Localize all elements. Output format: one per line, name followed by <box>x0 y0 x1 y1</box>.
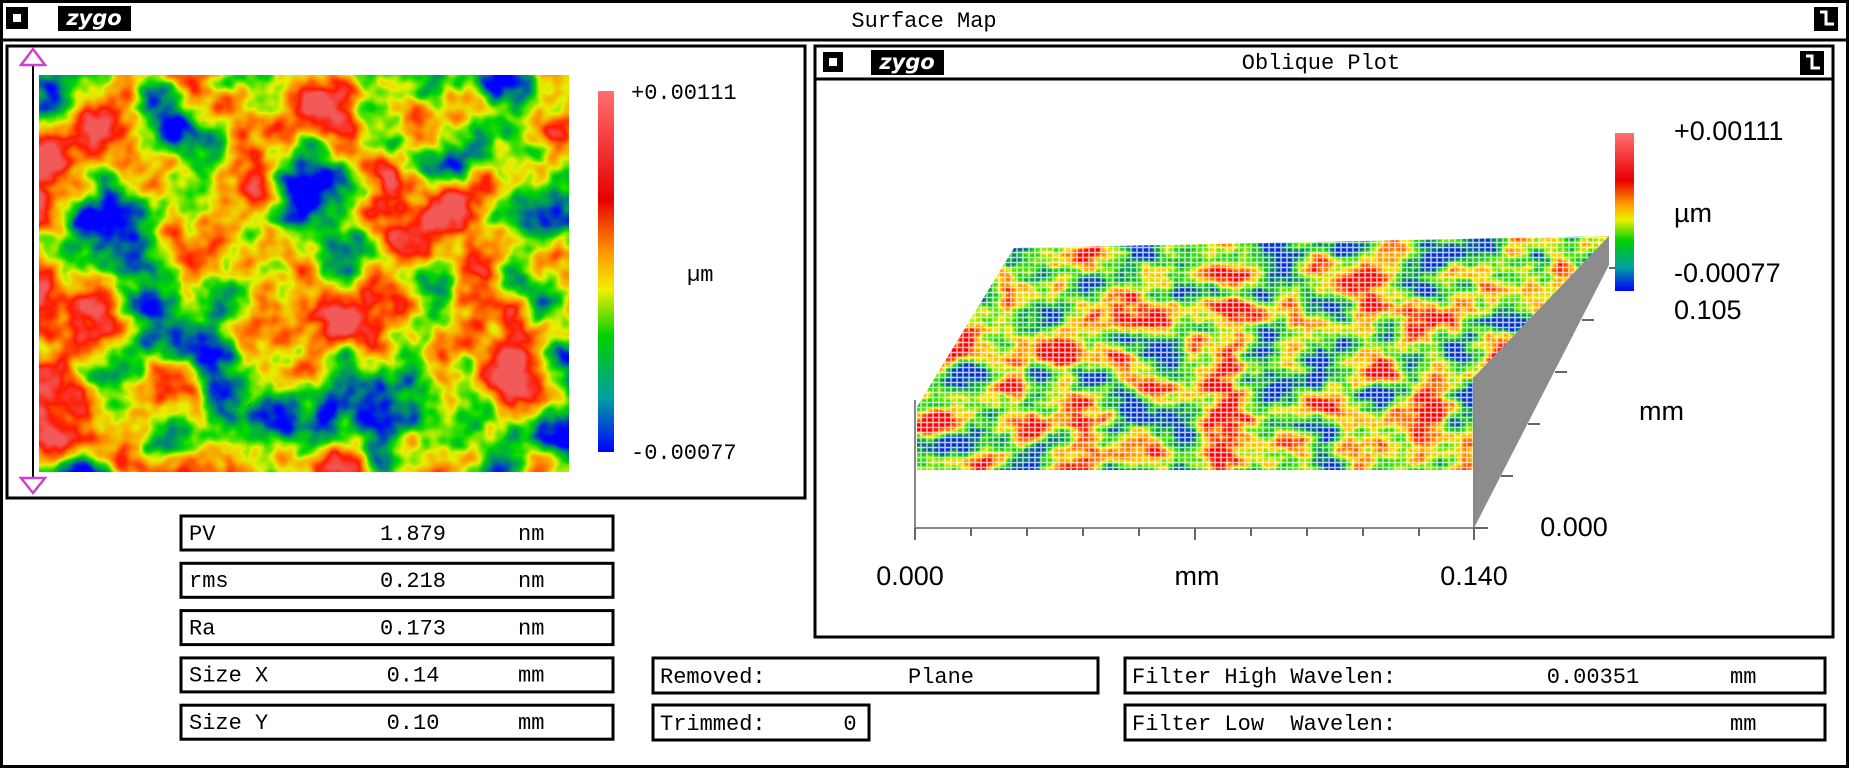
scale-max: +0.00111 <box>631 81 737 106</box>
result-unit: nm <box>518 616 544 641</box>
slider-top[interactable] <box>18 46 48 67</box>
trimmed-box <box>651 703 871 742</box>
y-axis-max: 0.105 <box>1674 295 1742 325</box>
panel-title: Oblique Plot <box>1242 51 1400 76</box>
result-value: 0.10 <box>387 711 440 736</box>
y-axis-unit: mm <box>1639 396 1684 426</box>
result-box <box>179 609 615 647</box>
result-box <box>179 703 615 741</box>
scale-unit: µm <box>687 263 713 288</box>
filter-label: Filter Low Wavelen: <box>1132 712 1396 737</box>
result-box <box>179 656 615 694</box>
trimmed-label: Trimmed: <box>660 712 766 737</box>
result-value: 1.879 <box>380 522 446 547</box>
oblique-color-bar <box>1615 133 1634 291</box>
filter-unit: mm <box>1730 712 1756 737</box>
x-ticks <box>914 528 1475 540</box>
result-unit: nm <box>518 522 544 547</box>
result-label: Size X <box>189 664 268 689</box>
oblique-scale-min: -0.00077 <box>1674 258 1781 288</box>
slider-bottom[interactable] <box>18 476 48 496</box>
panel-close-icon <box>829 58 837 66</box>
logo: zygo <box>65 6 121 30</box>
filter-value: 0.00351 <box>1547 665 1639 690</box>
filter-box <box>1123 703 1827 742</box>
logo-box <box>58 6 131 31</box>
result-fields: PV 1.879 nm rms 0.218 nm Ra 0.173 nm Size X 0.14 mm… <box>179 514 1827 742</box>
filter-unit: mm <box>1730 665 1756 690</box>
oblique-scale-max: +0.00111 <box>1674 116 1783 146</box>
trimmed-value: 0 <box>843 712 856 737</box>
result-value: 0.173 <box>380 616 446 641</box>
result-unit: nm <box>518 569 544 594</box>
y-axis-min: 0.000 <box>1540 512 1608 542</box>
panel-resize-icon <box>1806 54 1820 70</box>
resize-icon <box>1820 10 1834 26</box>
plot-side-face <box>1474 236 1609 528</box>
removed-box <box>651 656 1100 695</box>
x-axis-max: 0.140 <box>1440 561 1508 591</box>
filter-box <box>1123 656 1827 695</box>
result-box <box>179 561 615 599</box>
oblique-scale-unit: µm <box>1674 198 1712 228</box>
x-axis-unit: mm <box>1175 561 1220 591</box>
surface-heatmap <box>39 75 569 472</box>
result-value: 0.14 <box>387 664 440 689</box>
close-icon <box>13 14 21 22</box>
panel-logo-box <box>871 50 944 75</box>
filter-label: Filter High Wavelen: <box>1132 665 1396 690</box>
y-ticks <box>1474 267 1621 529</box>
result-unit: mm <box>518 664 544 689</box>
result-label: Ra <box>189 616 215 641</box>
result-unit: mm <box>518 711 544 736</box>
result-label: rms <box>189 569 229 594</box>
scale-min: -0.00077 <box>631 441 737 466</box>
x-axis-min: 0.000 <box>876 561 944 591</box>
panel-logo: zygo <box>878 50 934 74</box>
result-box <box>179 514 615 552</box>
result-label: PV <box>189 522 216 547</box>
result-value: 0.218 <box>380 569 446 594</box>
removed-label: Removed: <box>660 665 766 690</box>
removed-value: Plane <box>908 665 974 690</box>
color-bar <box>598 91 614 452</box>
result-label: Size Y <box>189 711 268 736</box>
window-title: Surface Map <box>851 9 996 34</box>
